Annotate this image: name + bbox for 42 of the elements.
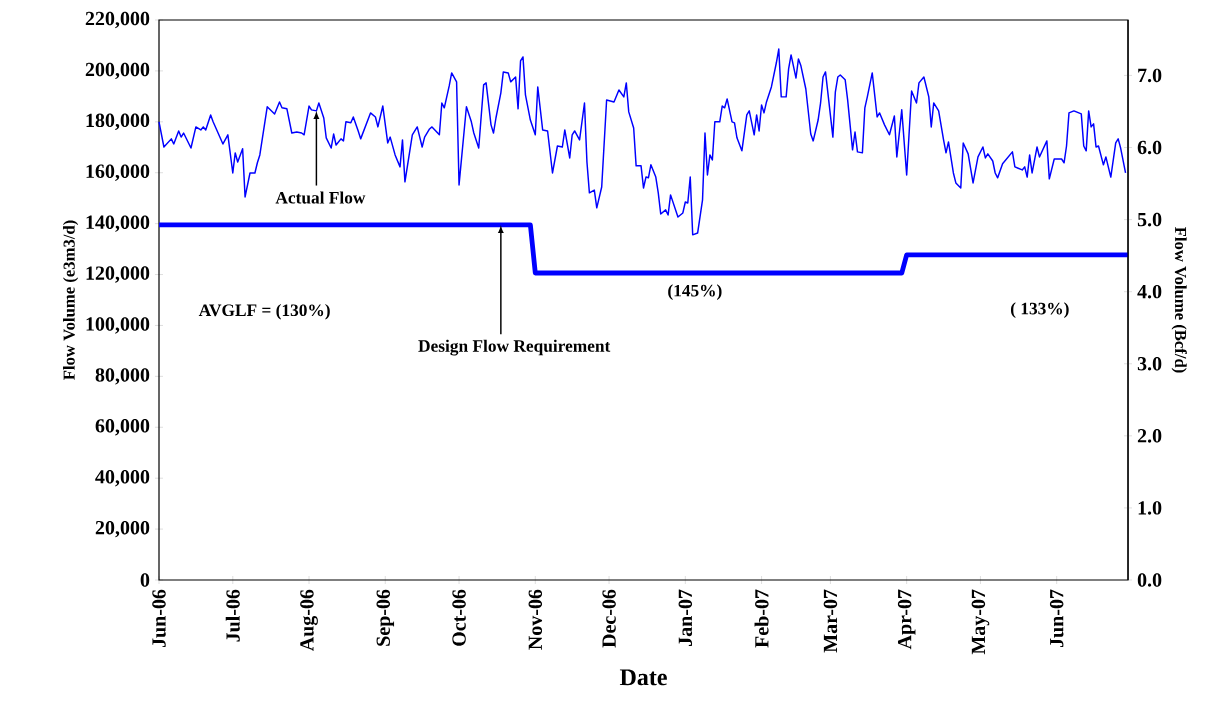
y-tick-label: 180,000 <box>86 113 150 131</box>
y2-tick-label: 3.0 <box>1137 356 1162 371</box>
x-axis-title: Date <box>619 669 667 686</box>
x-tick-label: Jun-07 <box>1049 589 1064 648</box>
y2-tick-label: 2.0 <box>1137 429 1162 443</box>
y2-tick-label: 4.0 <box>1137 284 1162 299</box>
x-tick-label: Jan-07 <box>678 589 693 646</box>
y2-tick-label: 0.0 <box>1137 573 1162 587</box>
line-series <box>158 48 1127 236</box>
x-tick-label: May-07 <box>971 589 990 655</box>
y-tick-label: 220,000 <box>85 11 150 29</box>
x-tick-label: Jun-06 <box>152 589 166 648</box>
y-axis-title: Flow Volume (e3m3/d) <box>63 220 79 380</box>
x-tick-label: Nov-06 <box>528 589 543 650</box>
annotation: ( 133%) <box>1010 302 1069 318</box>
x-tick-label: Apr-07 <box>897 589 916 650</box>
x-tick-label: Dec-06 <box>602 589 616 648</box>
y2-tick-label: 1.0 <box>1138 501 1162 515</box>
y-tick-label: 100,000 <box>86 317 150 334</box>
x-tick-label: Feb-07 <box>754 589 769 648</box>
y-tick-label: 20,000 <box>95 520 150 538</box>
y2-tick-label: 7.0 <box>1138 68 1162 83</box>
x-tick-label: Jul-06 <box>225 589 240 642</box>
y2-axis-title: Flow Volume (Bcf/d) <box>1171 226 1187 373</box>
annotation: Design Flow Requirement <box>418 339 611 356</box>
y2-tick-label: 6.0 <box>1137 140 1162 155</box>
y-tick-label: 80,000 <box>95 368 150 385</box>
y2-tick-label: 5.0 <box>1137 212 1162 227</box>
y-tick-label: 160,000 <box>86 164 150 181</box>
x-tick-label: Sep-06 <box>376 589 395 646</box>
x-tick-label: Oct-06 <box>452 589 466 646</box>
annotation: Actual Flow <box>275 191 366 204</box>
y-tick-label: 0 <box>140 573 150 587</box>
y-tick-label: 120,000 <box>86 266 150 283</box>
annotation: AVGLF = (130%) <box>198 303 330 320</box>
x-tick-label: Aug-06 <box>300 589 318 652</box>
y-tick-label: 140,000 <box>86 215 150 232</box>
y-tick-label: 60,000 <box>95 419 150 436</box>
annotation: (145%) <box>668 284 722 300</box>
y-tick-label: 200,000 <box>85 62 150 80</box>
y-tick-label: 40,000 <box>95 469 150 487</box>
x-tick-label: Mar-07 <box>823 589 838 653</box>
